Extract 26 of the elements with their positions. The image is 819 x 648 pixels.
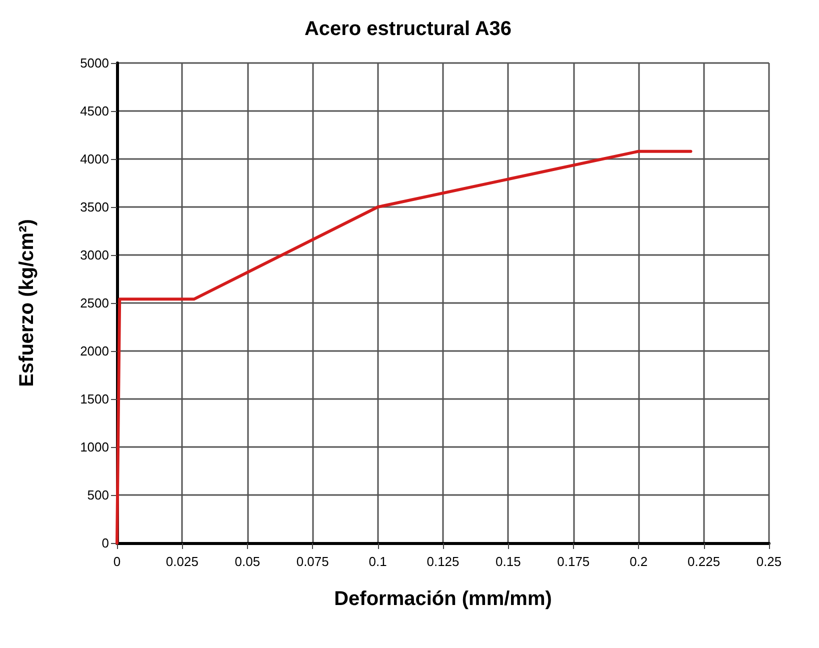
y-tick-label: 1000: [80, 440, 109, 454]
y-tick-label: 500: [87, 488, 109, 502]
y-tick-label: 2500: [80, 296, 109, 310]
y-tick-label: 0: [102, 536, 109, 550]
chart-title: Acero estructural A36: [304, 18, 512, 40]
x-tick-label: 0.2: [630, 554, 648, 569]
y-tick-label: 4500: [80, 104, 109, 118]
y-tick-label: 2000: [80, 344, 109, 358]
x-tick-label: 0.125: [426, 554, 460, 569]
y-tick-label: 3500: [80, 200, 109, 214]
line-series: [116, 150, 692, 544]
x-tick-label: 0: [113, 554, 121, 569]
x-tick-label: 0.225: [688, 554, 720, 569]
y-tick-label: 5000: [80, 56, 109, 70]
y-tick-label: 4000: [80, 152, 109, 166]
x-tick-label: 0.05: [234, 554, 260, 569]
x-tick-label: 0.15: [496, 554, 521, 569]
y-tick-label: 1500: [80, 392, 109, 406]
x-axis-title: Deformación (mm/mm): [334, 588, 552, 610]
x-tick-label: 0.175: [557, 554, 590, 569]
y-axis-title: Esfuerzo (kg/cm²): [16, 219, 38, 387]
x-tick-label: 0.25: [756, 554, 782, 569]
x-tick-label: 0.1: [368, 554, 387, 569]
x-tick-label: 0.025: [166, 554, 198, 569]
x-tick-label: 0.075: [296, 554, 329, 569]
y-tick-label: 3000: [80, 248, 109, 262]
